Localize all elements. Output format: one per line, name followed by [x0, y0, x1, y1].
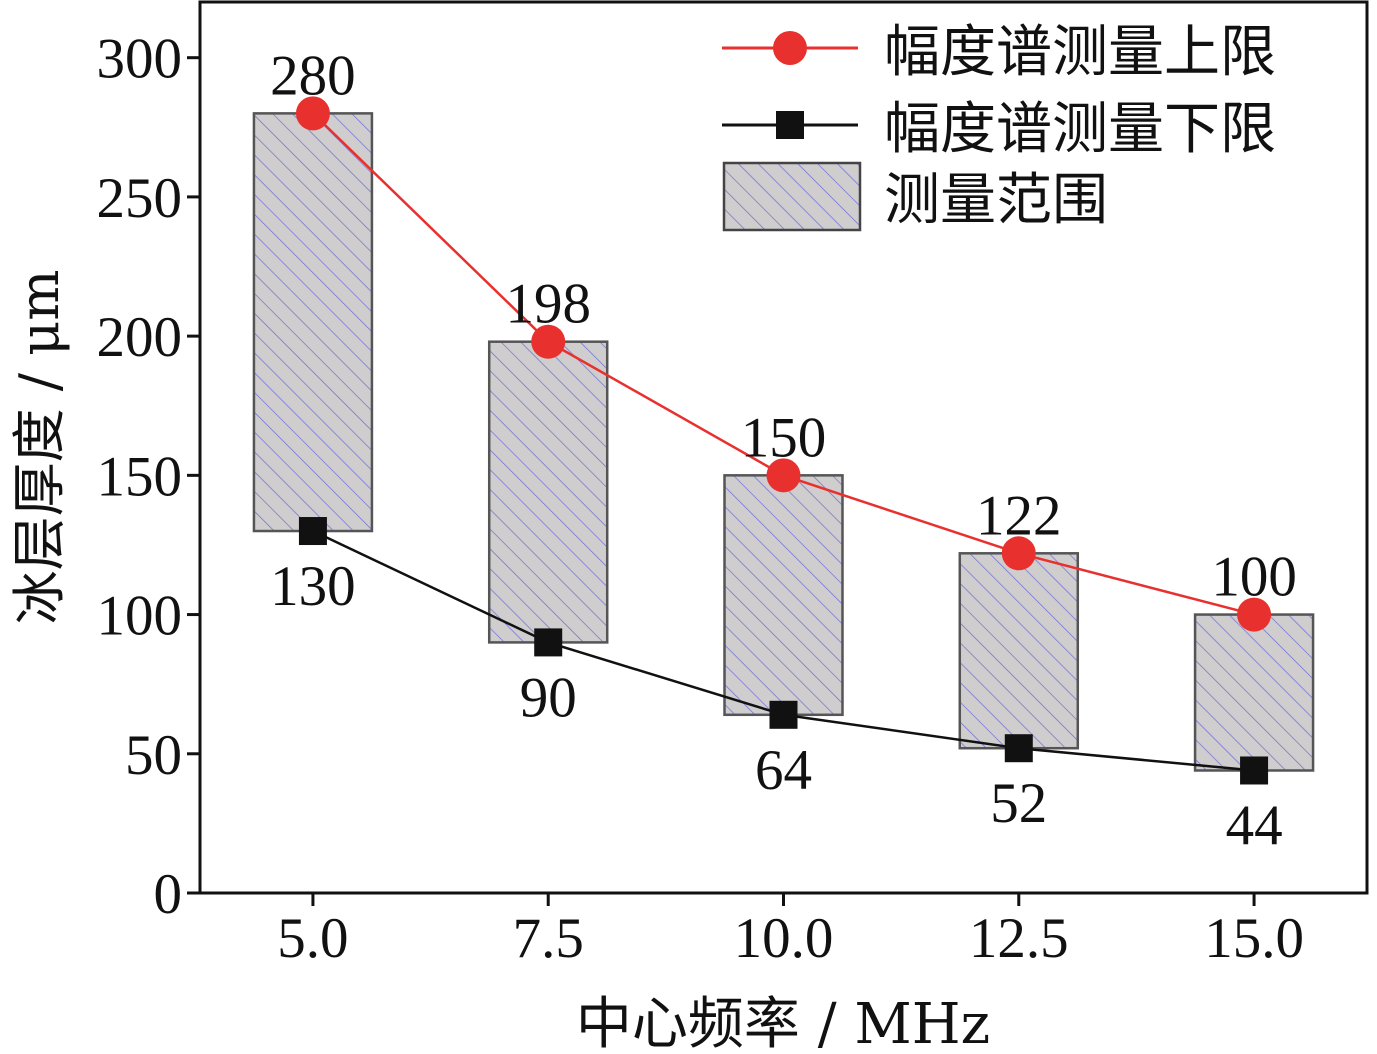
x-tick-label: 12.5	[969, 907, 1069, 970]
y-axis-title: 冰层厚度 / μm	[8, 270, 71, 625]
range-bar	[252, 112, 374, 533]
upper-value-label: 150	[741, 406, 827, 469]
legend-upper-marker	[773, 31, 807, 65]
x-axis-ticks: 5.0 7.5 10.0 12.5 15.0	[277, 893, 1304, 970]
y-tick-label: 50	[125, 724, 182, 787]
lower-value-label: 44	[1226, 794, 1283, 857]
upper-point	[766, 458, 801, 493]
lower-point	[1004, 734, 1033, 763]
upper-point	[531, 324, 566, 359]
x-tick-label: 10.0	[734, 907, 834, 970]
y-tick-label: 100	[97, 585, 183, 648]
legend-range-swatch	[722, 161, 862, 232]
lower-point	[1240, 756, 1269, 785]
range-bar	[1193, 613, 1315, 772]
x-tick-label: 7.5	[513, 907, 584, 970]
upper-value-label: 122	[976, 484, 1062, 547]
data-labels: 280 130 198 90 150 64 122 52 100 44	[270, 44, 1297, 857]
x-axis-title: 中心频率 / MHz	[576, 992, 990, 1054]
y-tick-label: 300	[97, 28, 183, 91]
upper-value-label: 100	[1211, 546, 1297, 609]
y-tick-label: 200	[97, 306, 183, 369]
upper-point	[1001, 536, 1036, 571]
y-tick-label: 0	[154, 863, 183, 926]
lower-value-label: 64	[755, 739, 812, 802]
upper-value-label: 198	[505, 273, 591, 336]
legend-lower-label: 幅度谱测量下限	[884, 97, 1276, 162]
range-bar	[487, 340, 609, 644]
legend-upper-label: 幅度谱测量上限	[884, 20, 1276, 85]
x-tick-label: 5.0	[277, 907, 348, 970]
legend: 幅度谱测量上限 幅度谱测量下限 测量范围	[722, 20, 1276, 233]
range-bar	[723, 474, 844, 717]
lower-point	[534, 628, 563, 657]
y-axis-ticks: 0 50 100 150 200 250 300	[97, 28, 200, 926]
lower-point	[298, 517, 327, 546]
upper-point	[1237, 597, 1272, 632]
upper-value-label: 280	[270, 44, 356, 107]
range-bar	[958, 552, 1080, 750]
upper-point	[295, 96, 330, 131]
legend-range-label: 测量范围	[884, 168, 1108, 233]
lower-point	[769, 700, 798, 729]
y-tick-label: 150	[97, 445, 183, 508]
lower-value-label: 52	[990, 772, 1047, 835]
lower-value-label: 90	[520, 666, 577, 729]
series-markers	[295, 96, 1272, 785]
lower-value-label: 130	[270, 555, 356, 618]
legend-lower-marker	[776, 111, 804, 139]
y-tick-label: 250	[97, 167, 183, 230]
x-tick-label: 15.0	[1204, 907, 1304, 970]
